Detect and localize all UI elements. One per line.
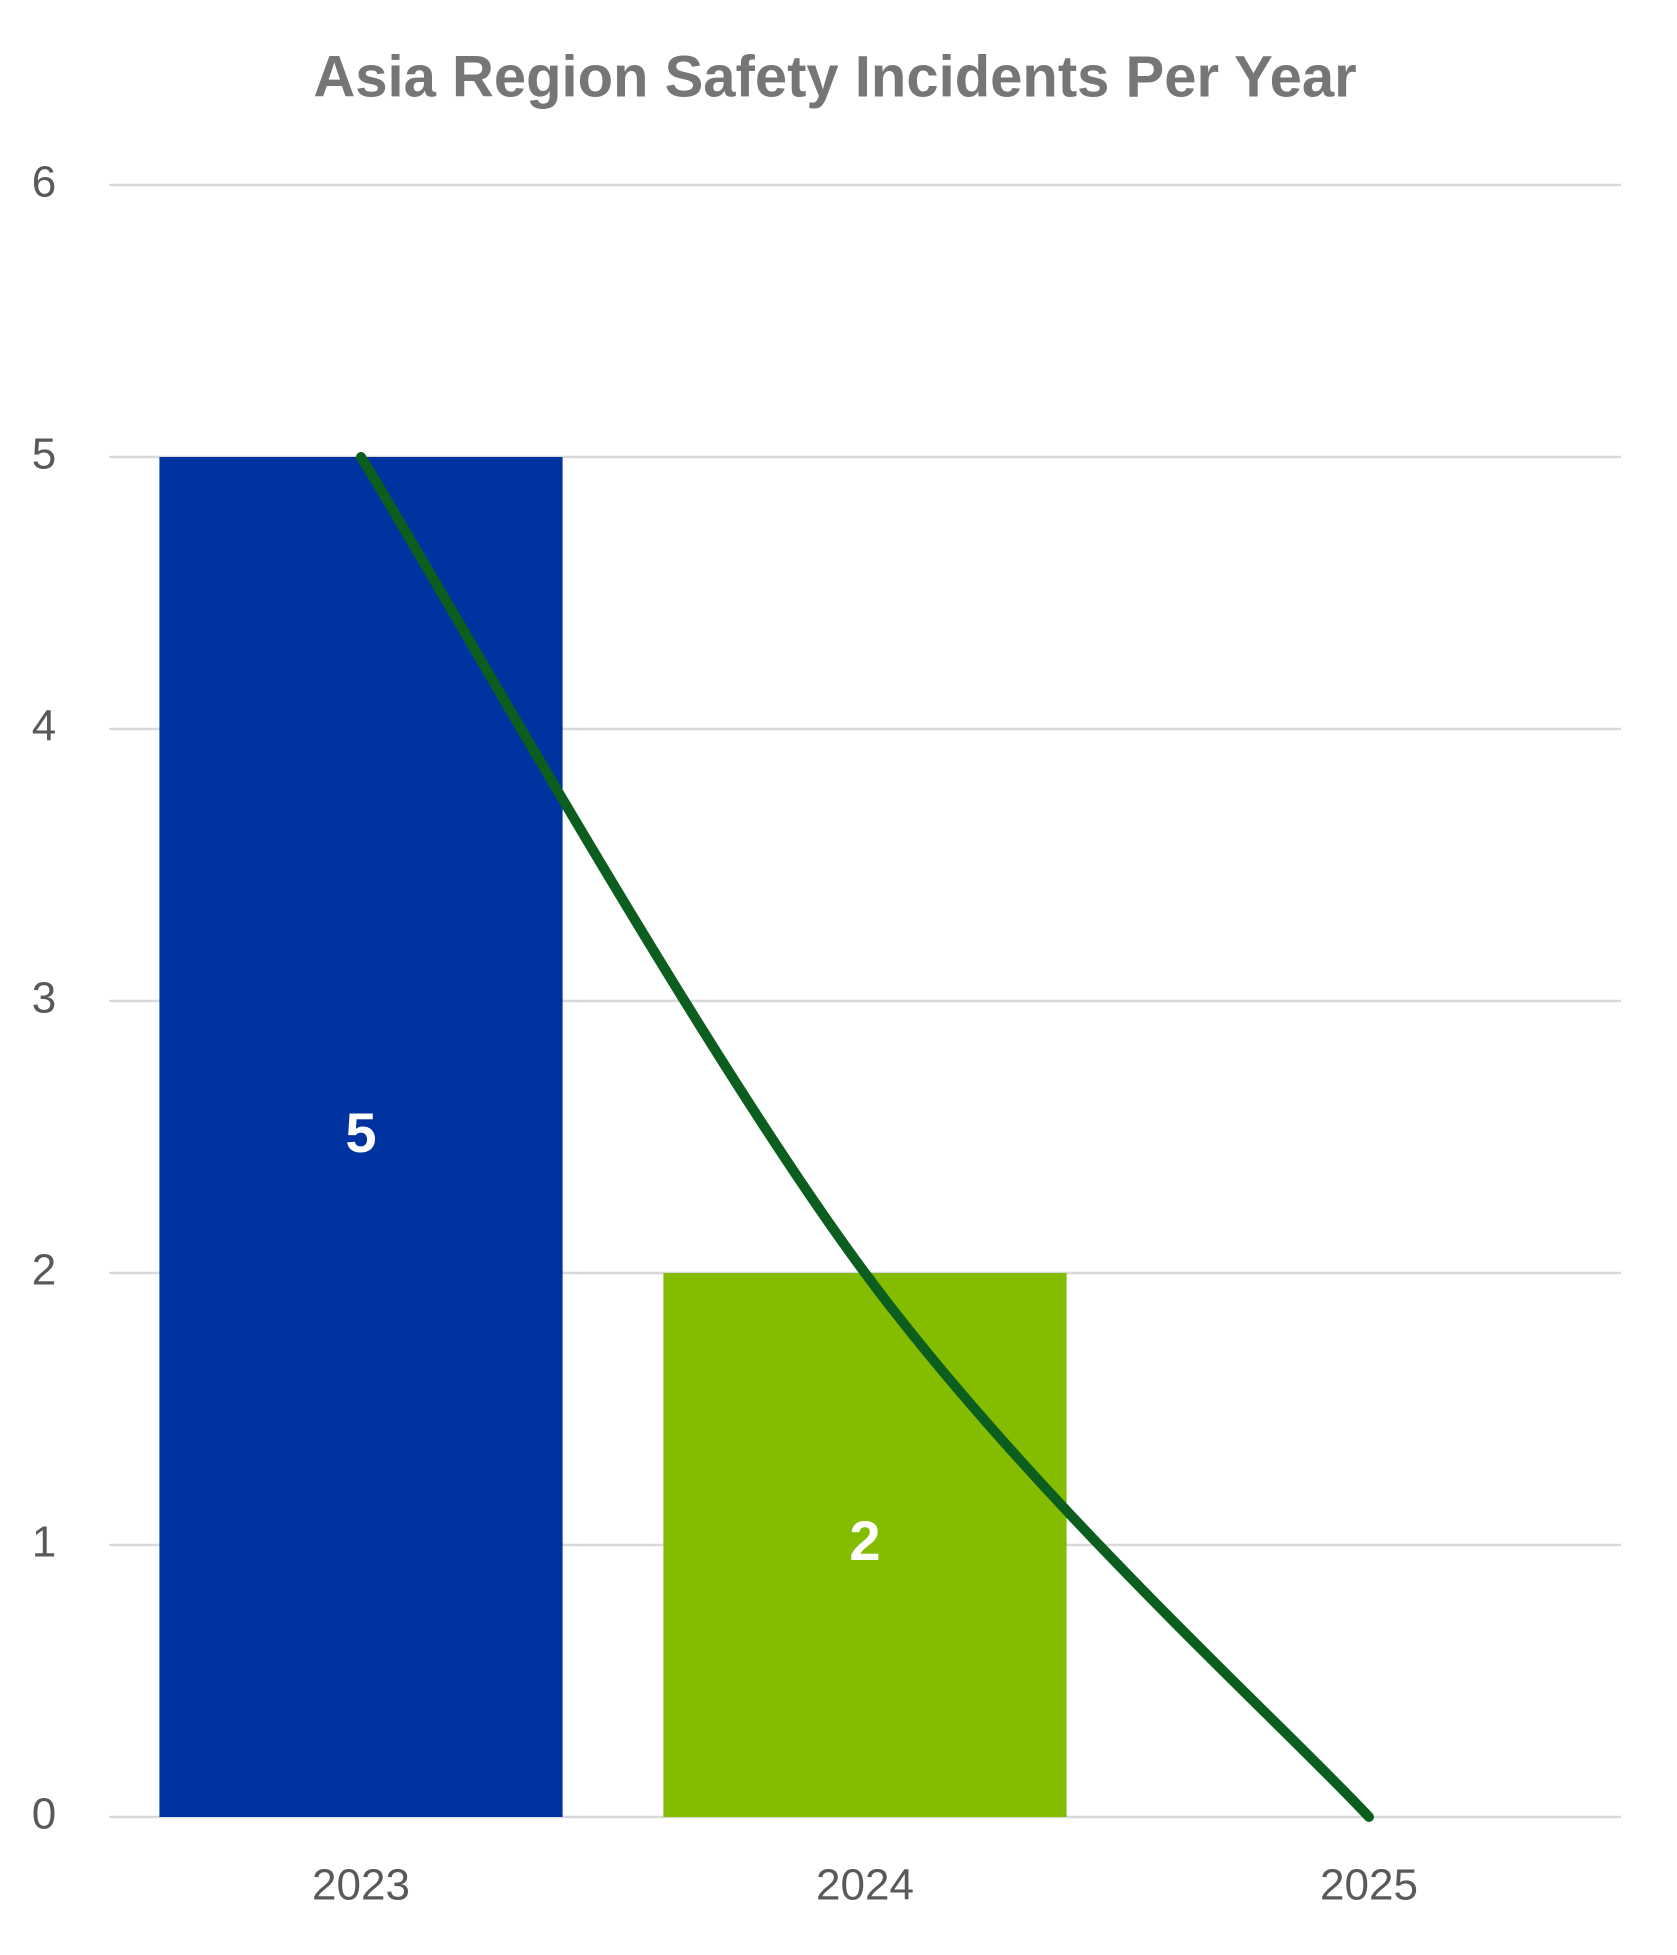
x-tick-label: 2023 (312, 1861, 410, 1910)
y-tick-label: 1 (32, 1518, 56, 1567)
data-label: 5 (345, 1101, 376, 1164)
data-label: 2 (849, 1509, 880, 1572)
y-tick-label: 3 (32, 974, 56, 1023)
y-tick-label: 2 (32, 1246, 56, 1295)
y-tick-label: 6 (32, 158, 56, 207)
bar (663, 1273, 1067, 1817)
trendline (356, 452, 1374, 1822)
y-tick-label: 0 (32, 1790, 56, 1839)
chart-title: Asia Region Safety Incidents Per Year (313, 44, 1356, 109)
y-tick-label: 4 (32, 702, 56, 751)
y-tick-label: 5 (32, 430, 56, 479)
x-tick-label: 2024 (816, 1861, 914, 1910)
x-tick-label: 2025 (1320, 1861, 1418, 1910)
